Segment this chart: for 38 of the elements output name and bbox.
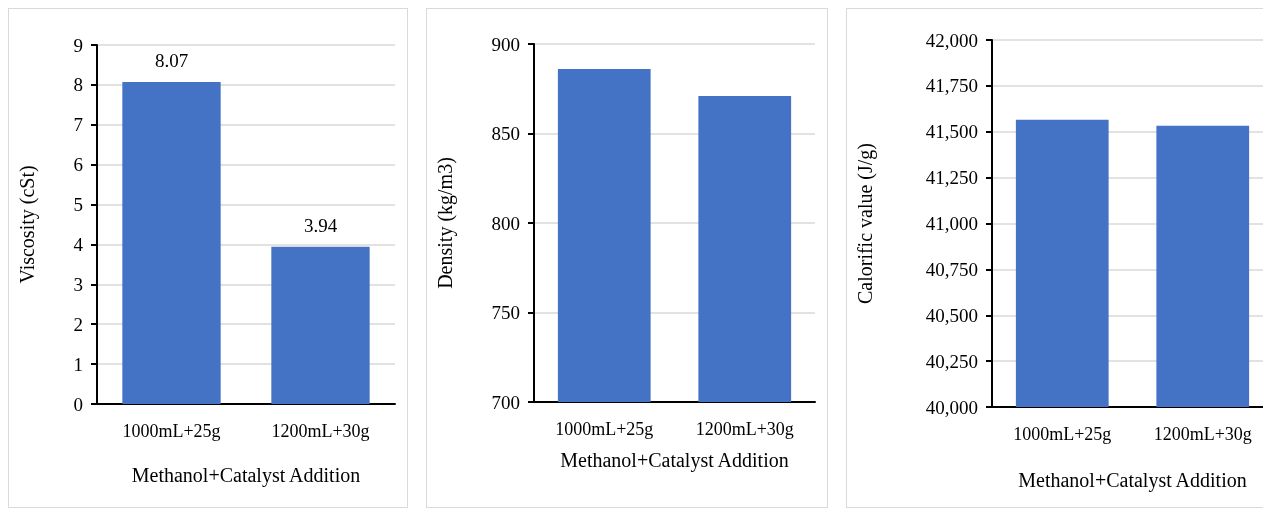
- y-tick-label: 900: [491, 33, 520, 55]
- y-tick-label: 850: [491, 123, 520, 144]
- y-tick-label: 5: [73, 194, 83, 216]
- y-tick-label: 40,500: [925, 304, 978, 326]
- y-tick-label: 6: [73, 154, 83, 176]
- y-tick-label: 40,750: [925, 258, 978, 280]
- y-tick-label: 9: [73, 34, 83, 56]
- y-axis-title: Viscosity (cSt): [16, 165, 39, 284]
- y-tick-label: 41,500: [925, 121, 978, 143]
- y-tick-label: 2: [73, 313, 83, 335]
- y-tick-label: 700: [491, 391, 520, 413]
- y-tick-label: 3: [73, 273, 83, 295]
- y-tick-label: 800: [491, 212, 520, 234]
- y-tick-label: 8: [73, 74, 83, 96]
- y-tick-label: 40,000: [925, 396, 978, 418]
- x-tick-label: 1200mL+30g: [271, 421, 370, 441]
- y-tick-label: 750: [491, 302, 520, 323]
- y-axis-title: Density (kg/m3): [434, 157, 457, 289]
- y-axis-title: Calorific value (J/g): [854, 142, 877, 305]
- y-tick-label: 0: [73, 393, 83, 415]
- x-tick-label: 1000mL+25g: [122, 421, 221, 441]
- y-tick-label: 41,000: [925, 213, 978, 234]
- y-tick-label: 41,750: [925, 75, 978, 97]
- y-tick-label: 42,000: [925, 29, 978, 51]
- data-label: 3.94: [303, 214, 338, 236]
- x-tick-label: 1000mL+25g: [1013, 424, 1112, 444]
- x-tick-label: 1000mL+25g: [555, 419, 654, 439]
- y-tick-label: 40,250: [925, 350, 978, 372]
- x-tick-label: 1200mL+30g: [695, 419, 794, 439]
- y-tick-label: 7: [73, 114, 83, 136]
- x-axis-title: Methanol+Catalyst Addition: [1018, 469, 1247, 492]
- x-tick-label: 1200mL+30g: [1153, 424, 1252, 444]
- x-axis-title: Methanol+Catalyst Addition: [560, 449, 789, 472]
- y-tick-label: 41,250: [925, 167, 978, 189]
- y-tick-label: 4: [73, 233, 84, 255]
- y-tick-label: 1: [73, 353, 83, 375]
- data-label: 8.07: [154, 50, 189, 72]
- x-axis-title: Methanol+Catalyst Addition: [131, 464, 361, 487]
